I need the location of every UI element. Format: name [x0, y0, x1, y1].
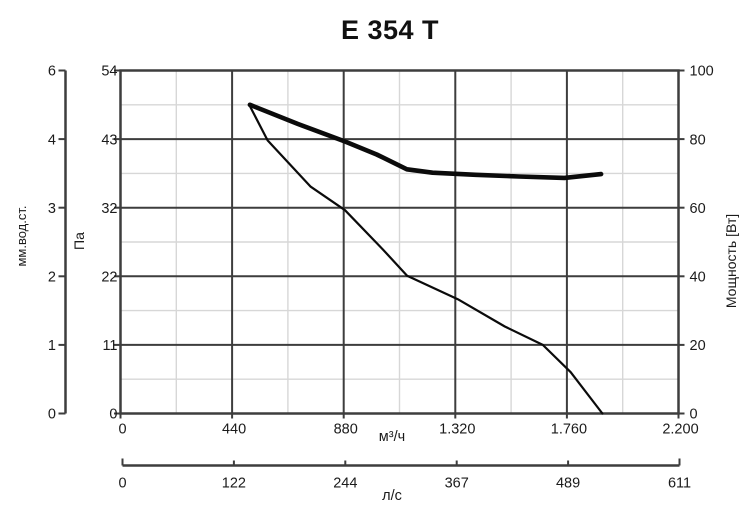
- mm-tick-label: 2: [48, 270, 56, 286]
- mm-tick-label: 6: [48, 64, 56, 80]
- x-tick-label: 880: [334, 422, 358, 438]
- x-tick-label: 440: [222, 422, 246, 438]
- power-tick-label: 80: [690, 132, 706, 148]
- ls-axis-label: л/с: [382, 488, 402, 504]
- mm-tick-label: 3: [48, 201, 56, 217]
- power-axis-label: Мощность [Вт]: [723, 213, 739, 309]
- mm-tick-label: 0: [48, 407, 56, 423]
- pa-tick-label: 54: [101, 64, 117, 80]
- ls-tick-label: 611: [668, 476, 691, 492]
- pa-axis-label: Па: [71, 232, 87, 250]
- x-tick-label: 1.320: [439, 422, 475, 438]
- power-tick-label: 100: [690, 64, 714, 80]
- pa-tick-label: 32: [101, 201, 117, 217]
- power-tick-label: 20: [690, 338, 706, 354]
- pressure-curve: [248, 104, 604, 415]
- m3h-axis-label: м³/ч: [378, 429, 406, 445]
- power-curve: [247, 102, 604, 181]
- plot-frame: [119, 69, 680, 415]
- ls-tick-label: 244: [333, 476, 357, 492]
- ls-tick-label: 122: [222, 476, 246, 492]
- ls-tick-label: 489: [556, 476, 580, 492]
- chart-title: E 354 T: [340, 15, 440, 45]
- ls-tick-label: 367: [445, 476, 469, 492]
- x-tick-label: 0: [118, 422, 126, 438]
- x-tick-label: 1.760: [551, 422, 587, 438]
- pa-tick-label: 22: [101, 270, 117, 286]
- ls-tick-label: 0: [118, 476, 126, 492]
- pa-tick-label: 43: [101, 132, 117, 148]
- power-tick-label: 0: [690, 407, 698, 423]
- pa-tick-label: 0: [109, 407, 117, 423]
- mm-tick-label: 4: [48, 132, 56, 148]
- mm-axis-label: мм.вод.ст.: [14, 205, 29, 267]
- x-tick-label: 2.200: [662, 422, 698, 438]
- mm-tick-label: 1: [48, 338, 56, 354]
- power-tick-label: 40: [690, 270, 706, 286]
- power-tick-label: 60: [690, 201, 706, 217]
- pa-tick-label: 11: [102, 338, 117, 354]
